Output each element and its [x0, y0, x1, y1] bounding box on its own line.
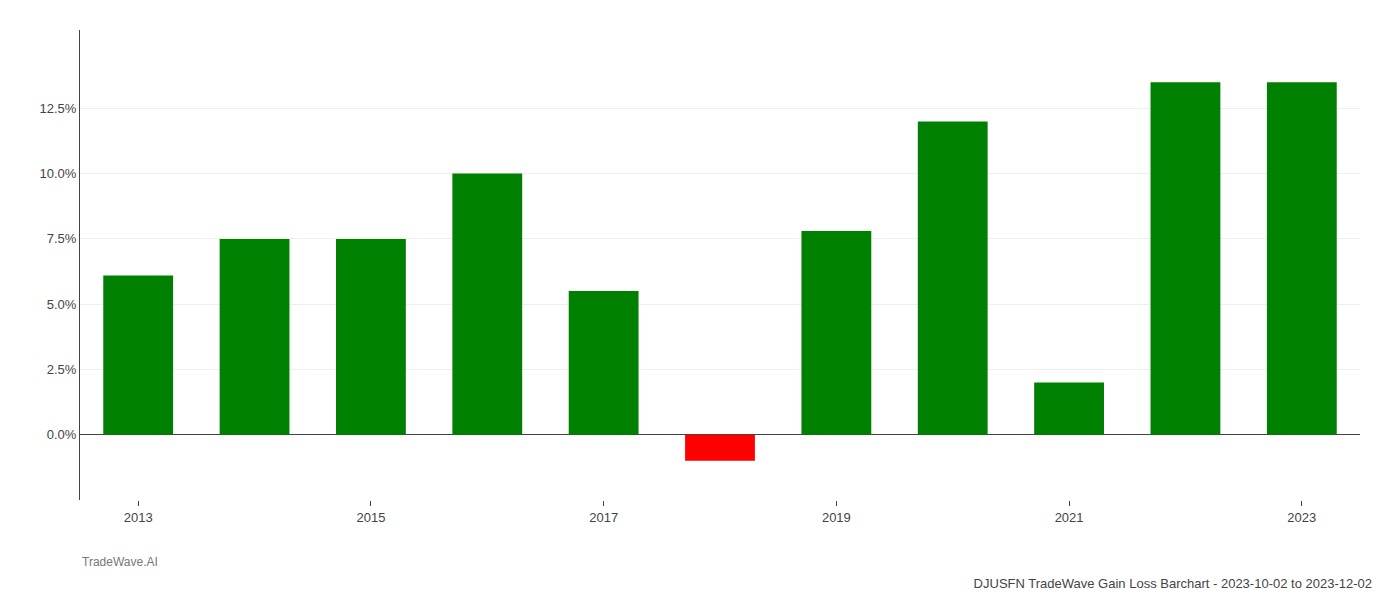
- svg-text:2017: 2017: [589, 510, 618, 525]
- svg-text:12.5%: 12.5%: [40, 101, 77, 116]
- svg-text:2021: 2021: [1055, 510, 1084, 525]
- svg-text:2023: 2023: [1287, 510, 1316, 525]
- svg-text:10.0%: 10.0%: [40, 166, 77, 181]
- svg-text:TradeWave.AI: TradeWave.AI: [82, 555, 158, 569]
- svg-text:7.5%: 7.5%: [47, 231, 77, 246]
- svg-text:5.0%: 5.0%: [47, 297, 77, 312]
- svg-text:2.5%: 2.5%: [47, 362, 77, 377]
- svg-text:DJUSFN TradeWave Gain Loss Bar: DJUSFN TradeWave Gain Loss Barchart - 20…: [974, 576, 1372, 591]
- svg-text:2013: 2013: [124, 510, 153, 525]
- svg-text:0.0%: 0.0%: [47, 427, 77, 442]
- svg-text:2019: 2019: [822, 510, 851, 525]
- svg-text:2015: 2015: [356, 510, 385, 525]
